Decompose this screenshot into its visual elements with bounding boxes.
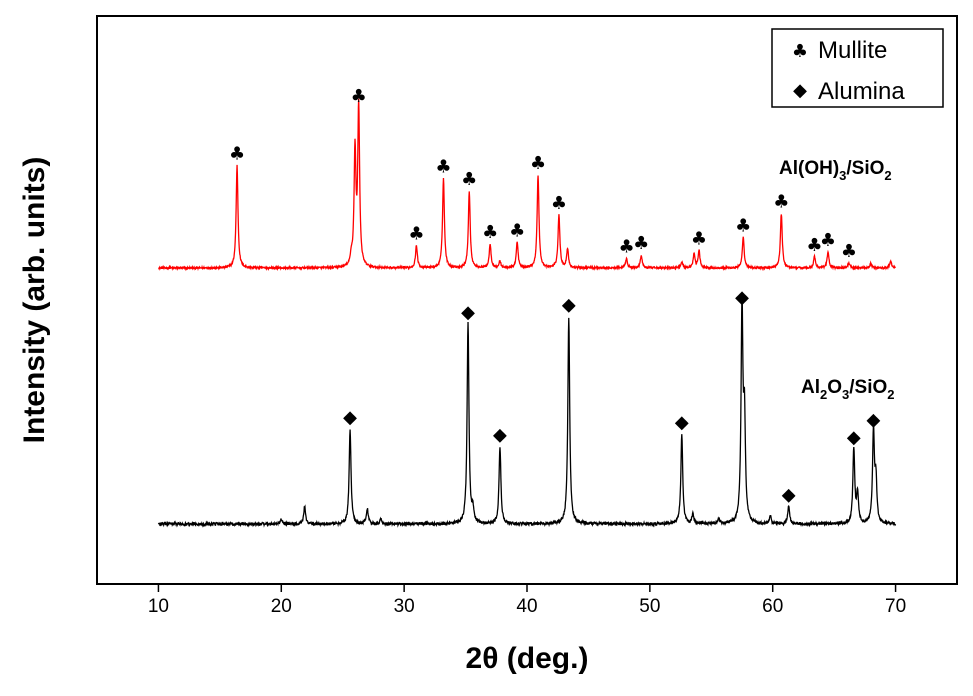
peak-markers: ♣♣♣♣♣♣ ♣♣♣♣♣ ♣♣♣♣♣♣◆◆◆◆◆◆◆◆◆	[229, 86, 881, 506]
legend-marker-mullite: ♣	[792, 41, 808, 62]
x-tick-label: 20	[271, 596, 292, 617]
mullite-peak-marker: ♣	[351, 86, 367, 107]
x-axis-ticks: 10 20 30 40 50 60 70	[148, 584, 906, 617]
mullite-peak-marker: ♣	[806, 235, 822, 256]
series-label-al2o3-sio2: Al2O3/SiO2	[801, 377, 895, 402]
mullite-peak-marker: ♣	[841, 241, 857, 262]
legend-box	[771, 28, 944, 108]
legend-label-mullite: Mullite	[818, 37, 887, 64]
alumina-peak-marker: ◆	[847, 427, 861, 448]
mullite-peak-marker: ♣	[482, 222, 498, 243]
mullite-peak-marker: ♣	[633, 233, 649, 254]
mullite-peak-marker: ♣	[461, 169, 477, 190]
x-tick-label: 50	[639, 596, 660, 617]
alumina-peak-marker: ◆	[562, 295, 576, 316]
legend-label-alumina: Alumina	[818, 78, 905, 105]
legend-marker-alumina: ◆	[793, 80, 807, 101]
mullite-peak-marker: ♣	[618, 236, 634, 257]
x-tick-label: 40	[516, 596, 537, 617]
mullite-peak-marker: ♣	[408, 224, 424, 245]
alumina-peak-marker: ◆	[343, 407, 357, 428]
mullite-peak-marker: ♣	[820, 230, 836, 251]
mullite-peak-marker: ♣	[229, 144, 245, 165]
x-tick-label: 70	[885, 596, 906, 617]
series-line-al2o3-sio2	[157, 292, 897, 528]
mullite-peak-marker: ♣	[735, 216, 751, 237]
y-axis-title: Intensity (arb. units)	[18, 157, 51, 444]
legend: ♣ Mullite ◆ Alumina	[771, 28, 944, 108]
alumina-peak-marker: ◆	[461, 302, 475, 323]
mullite-peak-marker: ♣	[509, 220, 525, 241]
x-tick-label: 10	[148, 596, 169, 617]
x-axis-title: 2θ (deg.)	[466, 642, 589, 675]
mullite-peak-marker: ♣	[551, 193, 567, 214]
mullite-peak-marker: ♣	[435, 156, 451, 177]
series-line-aloh3-sio2	[158, 98, 897, 272]
x-tick-label: 30	[394, 596, 415, 617]
alumina-peak-marker: ◆	[735, 287, 749, 308]
alumina-peak-marker: ◆	[782, 485, 796, 506]
alumina-peak-marker: ◆	[493, 425, 507, 446]
alumina-peak-marker: ◆	[867, 410, 881, 431]
mullite-peak-marker: ♣	[773, 192, 789, 213]
traces	[157, 98, 897, 528]
mullite-peak-marker: ♣	[691, 228, 707, 249]
alumina-peak-marker: ◆	[675, 412, 689, 433]
x-tick-label: 60	[762, 596, 783, 617]
series-label-aloh3-sio2: Al(OH)3/SiO2	[779, 158, 892, 183]
mullite-peak-marker: ♣	[530, 153, 546, 174]
